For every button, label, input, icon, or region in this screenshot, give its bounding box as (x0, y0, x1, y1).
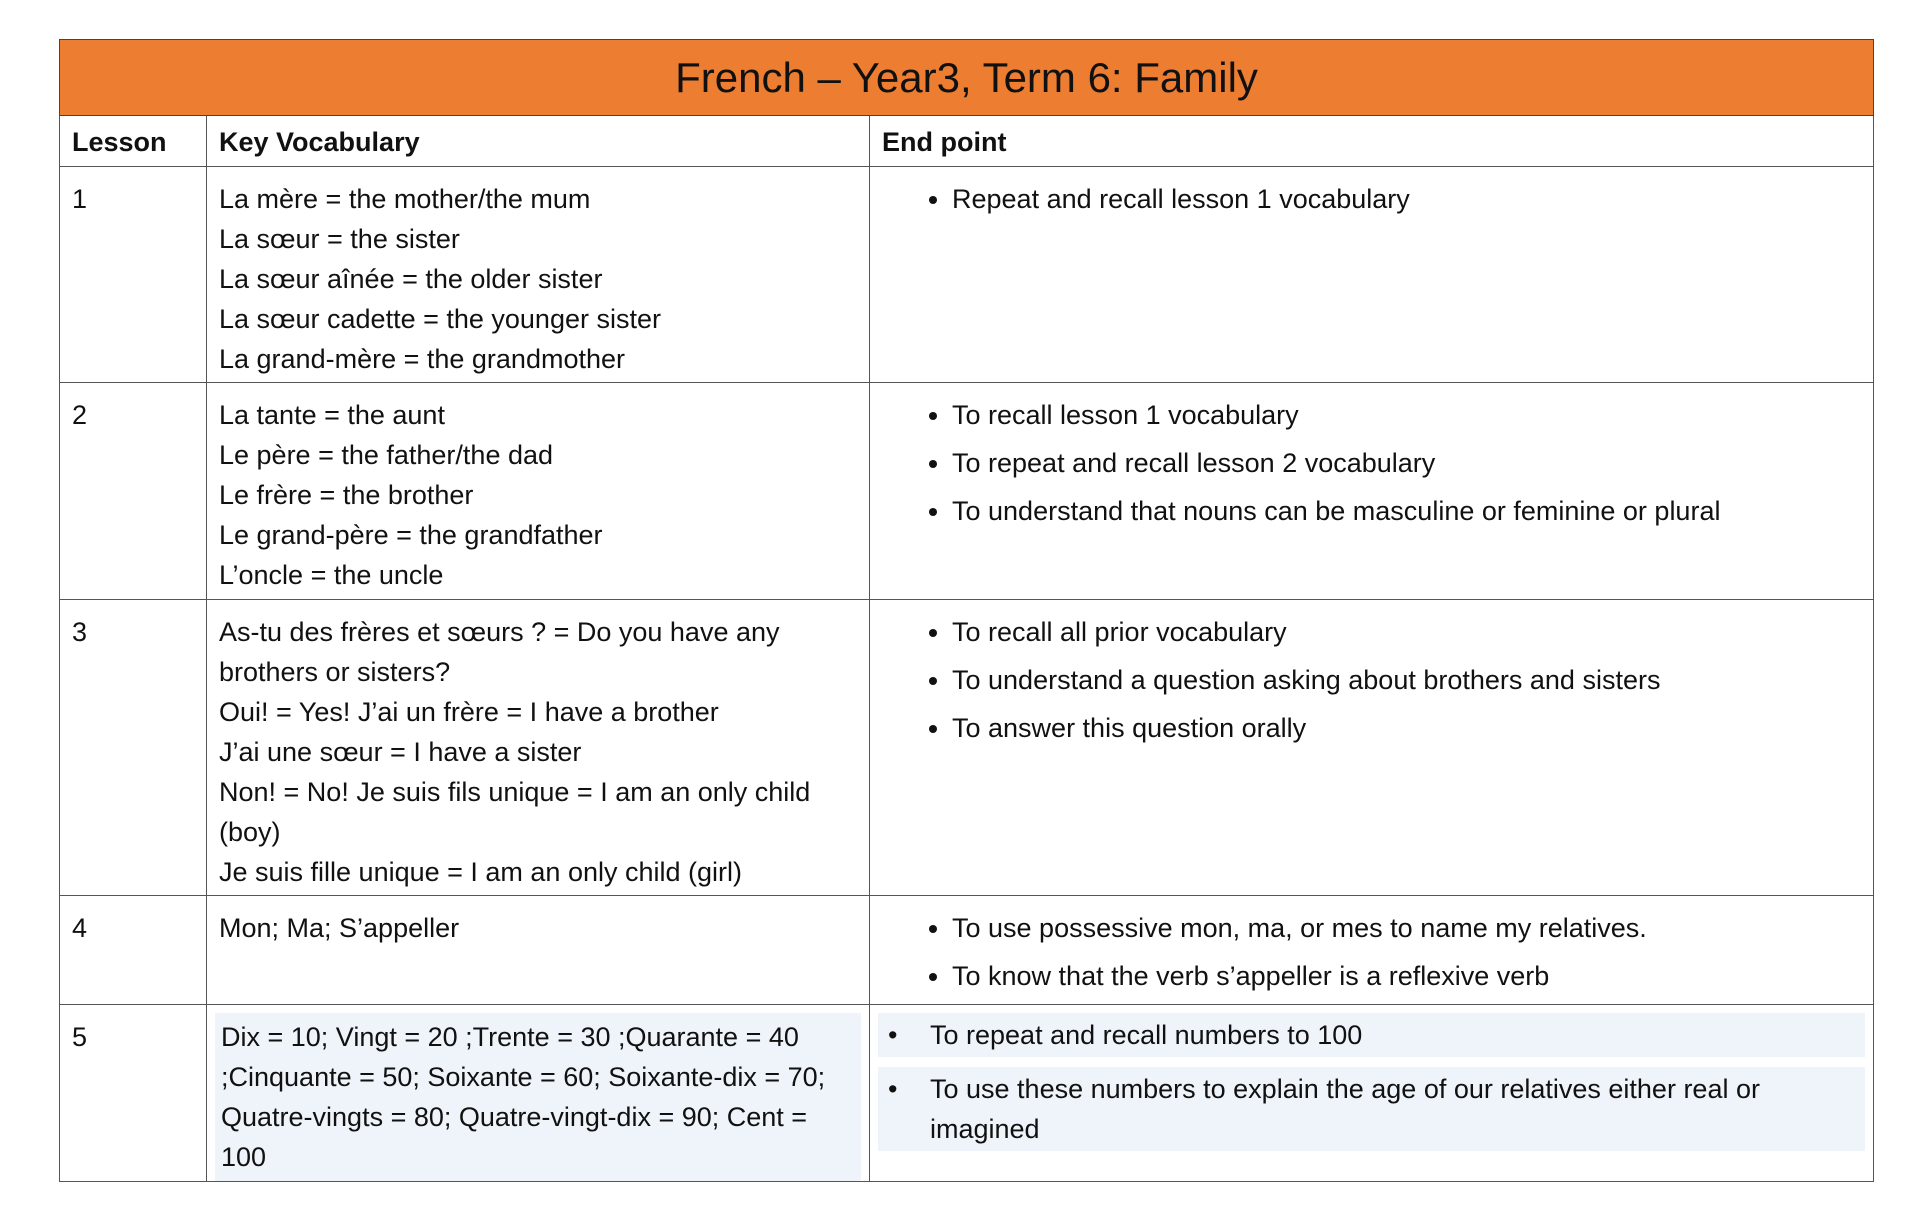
end-point-cell: To use possessive mon, ma, or mes to nam… (868, 895, 1875, 1005)
table-row: 4 Mon; Ma; S’appeller To use possessive mo… (59, 895, 1875, 1005)
key-vocabulary-cell: La mère = the mother/the mum La sœur = th… (206, 166, 870, 383)
key-vocabulary-cell: As-tu des frères et sœurs ? = Do you hav… (206, 599, 870, 896)
end-point-list: To use possessive mon, ma, or mes to nam… (882, 908, 1861, 996)
end-point-item: Repeat and recall lesson 1 vocabulary (952, 179, 1861, 219)
vocab-line: L’oncle = the uncle (219, 560, 444, 590)
vocab-line: As-tu des frères et sœurs ? = Do you hav… (219, 617, 780, 687)
end-point-cell: To recall lesson 1 vocabulary To repeat a… (868, 382, 1875, 600)
key-vocabulary-cell: Dix = 10; Vingt = 20 ;Trente = 30 ;Quara… (206, 1004, 870, 1182)
vocab-line: J’ai une sœur = I have a sister (219, 737, 582, 767)
end-point-item: • To use these numbers to explain the age… (878, 1067, 1866, 1151)
vocab-line: La sœur cadette = the younger sister (219, 304, 661, 334)
key-vocabulary-cell: Mon; Ma; S’appeller (206, 895, 870, 1005)
end-point-cell: • To repeat and recall numbers to 100 • To … (868, 1004, 1875, 1182)
vocab-highlight: Dix = 10; Vingt = 20 ;Trente = 30 ;Quara… (215, 1013, 861, 1181)
end-point-item: To recall all prior vocabulary (952, 612, 1861, 652)
lesson-number: 2 (59, 382, 207, 600)
vocab-line: Mon; Ma; S’appeller (219, 913, 460, 943)
end-point-list: • To repeat and recall numbers to 100 • To … (878, 1013, 1866, 1151)
end-point-cell: To recall all prior vocabulary To underst… (868, 599, 1875, 896)
end-point-list: Repeat and recall lesson 1 vocabulary (882, 179, 1861, 219)
end-point-item: To answer this question orally (952, 708, 1861, 748)
lesson-number: 3 (59, 599, 207, 896)
lesson-plan-table: French – Year3, Term 6: Family Lesson Ke… (58, 39, 1875, 1182)
header-end-point: End point (868, 115, 1875, 167)
vocab-line: Le grand-père = the grandfather (219, 520, 603, 550)
vocab-line: Le frère = the brother (219, 480, 474, 510)
lesson-number: 5 (59, 1004, 207, 1182)
vocab-line: Non! = No! Je suis fils unique = I am an… (219, 777, 811, 847)
bullet-icon: • (888, 1020, 898, 1050)
end-point-item: To understand a question asking about br… (952, 660, 1861, 700)
key-vocabulary-cell: La tante = the aunt Le père = the father/… (206, 382, 870, 600)
vocab-line: Je suis fille unique = I am an only chil… (219, 857, 742, 887)
vocab-line: La tante = the aunt (219, 400, 445, 430)
vocab-line: Oui! = Yes! J’ai un frère = I have a bro… (219, 697, 719, 727)
end-point-item: To repeat and recall lesson 2 vocabulary (952, 443, 1861, 483)
table-row: 3 As-tu des frères et sœurs ? = Do you ha… (59, 599, 1875, 896)
end-point-item: To use possessive mon, ma, or mes to nam… (952, 908, 1861, 948)
end-point-cell: Repeat and recall lesson 1 vocabulary (868, 166, 1875, 383)
end-point-item: • To repeat and recall numbers to 100 (878, 1013, 1866, 1057)
vocab-line: La sœur = the sister (219, 224, 460, 254)
table-row: 2 La tante = the aunt Le père = the father… (59, 382, 1875, 600)
vocab-line: Dix = 10; Vingt = 20 ;Trente = 30 ;Quara… (221, 1022, 826, 1172)
lesson-number: 1 (59, 166, 207, 383)
end-point-item: To recall lesson 1 vocabulary (952, 395, 1861, 435)
table-row: 1 La mère = the mother/the mum La sœur = t… (59, 166, 1875, 383)
lesson-number: 4 (59, 895, 207, 1005)
header-lesson: Lesson (59, 115, 207, 167)
vocab-line: La mère = the mother/the mum (219, 184, 591, 214)
end-point-item: To understand that nouns can be masculin… (952, 491, 1861, 531)
bullet-icon: • (888, 1074, 898, 1104)
page-title: French – Year3, Term 6: Family (58, 39, 1875, 116)
vocab-line: La grand-mère = the grandmother (219, 344, 625, 374)
vocab-line: Le père = the father/the dad (219, 440, 554, 470)
end-point-list: To recall lesson 1 vocabulary To repeat a… (882, 395, 1861, 531)
table-row: 5 Dix = 10; Vingt = 20 ;Trente = 30 ;Quar… (59, 1004, 1875, 1182)
header-key-vocabulary: Key Vocabulary (206, 115, 870, 167)
end-point-list: To recall all prior vocabulary To underst… (882, 612, 1861, 748)
end-point-item: To know that the verb s’appeller is a re… (952, 956, 1861, 996)
vocab-line: La sœur aînée = the older sister (219, 264, 603, 294)
